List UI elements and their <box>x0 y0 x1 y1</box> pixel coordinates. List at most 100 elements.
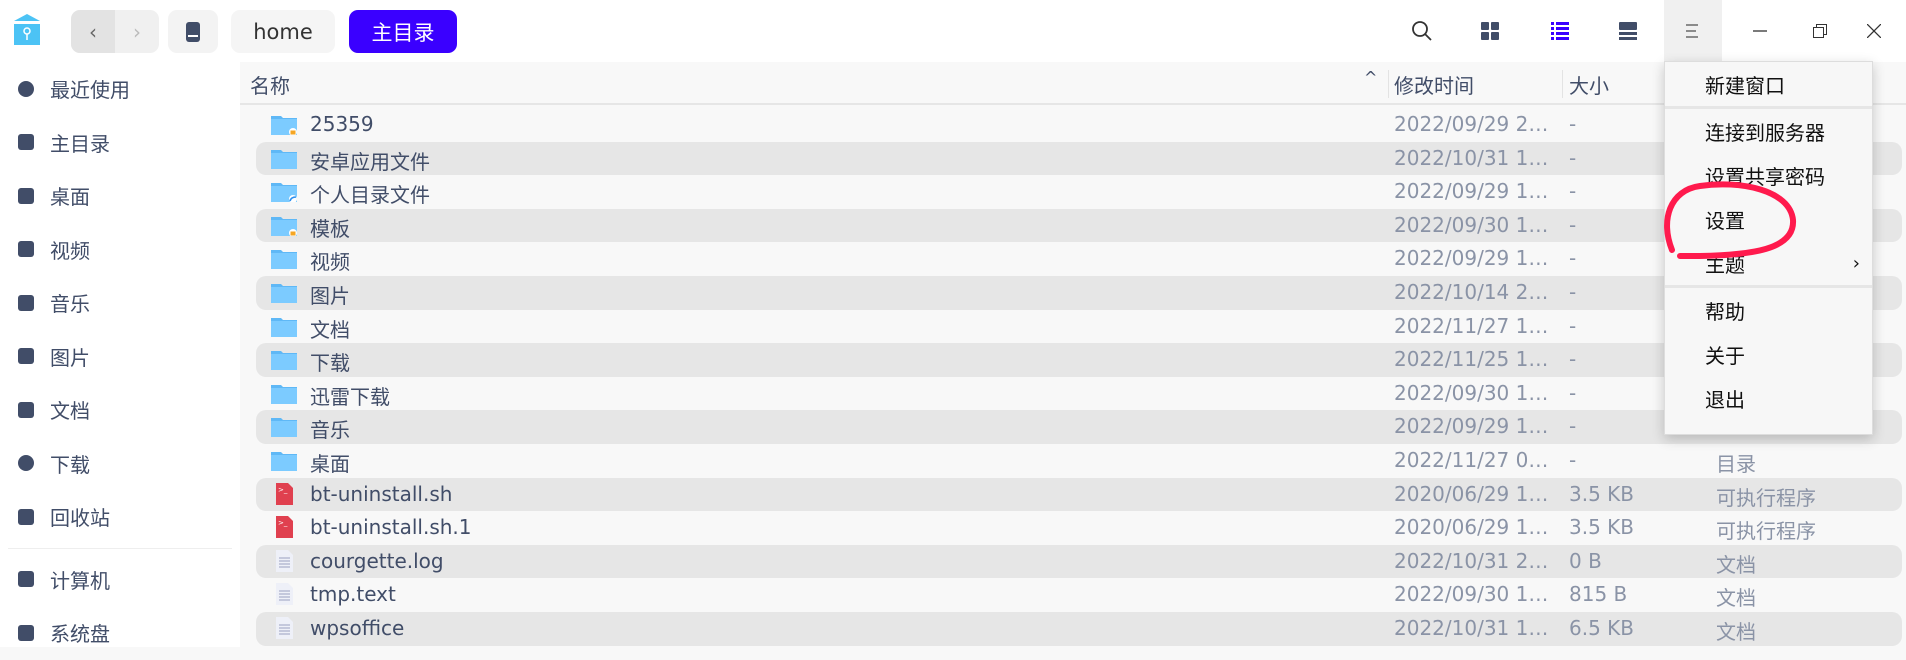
column-modified[interactable]: 修改时间 <box>1394 74 1474 98</box>
sidebar-item-label: 回收站 <box>50 506 110 531</box>
file-name: 下载 <box>310 351 350 376</box>
menu-item-settings[interactable]: 设置 <box>1665 197 1872 241</box>
file-row[interactable]: 25359 2022/09/29 2… - <box>256 108 1902 142</box>
menu-separator <box>1665 106 1872 109</box>
menu-separator <box>1665 285 1872 288</box>
file-row[interactable]: courgette.log 2022/10/31 2… 0 B 文档 <box>256 544 1902 579</box>
search-button[interactable] <box>1393 0 1451 62</box>
column-divider[interactable] <box>1562 70 1563 98</box>
sidebar-item[interactable]: 文档 <box>0 383 240 437</box>
sidebar-item[interactable]: 视频 <box>0 223 240 277</box>
clock-icon <box>18 80 34 97</box>
folder-icon <box>271 451 297 471</box>
list-view-button[interactable] <box>1531 0 1589 62</box>
close-button[interactable] <box>1845 0 1903 62</box>
file-row[interactable]: 视频 2022/09/29 1… - <box>256 242 1902 276</box>
text-file-icon <box>276 549 293 572</box>
file-size: - <box>1569 414 1577 439</box>
sidebar-item[interactable]: 主目录 <box>0 116 240 170</box>
grid-view-icon <box>1481 22 1499 40</box>
sidebar-item[interactable]: 音乐 <box>0 276 240 330</box>
home-icon <box>18 134 34 151</box>
document-icon <box>18 401 34 418</box>
menu-label: 连接到服务器 <box>1705 120 1825 145</box>
folder-icon <box>271 384 297 404</box>
music-icon <box>18 294 34 311</box>
file-row[interactable]: wpsoffice 2022/10/31 1… 6.5 KB 文档 <box>256 611 1902 646</box>
file-size: 3.5 KB <box>1569 481 1634 506</box>
file-name: bt-uninstall.sh <box>310 481 453 506</box>
sidebar-item[interactable]: 桌面 <box>0 169 240 223</box>
search-icon <box>1412 21 1432 41</box>
back-button[interactable]: ‹ <box>71 10 115 53</box>
detail-view-button[interactable] <box>1599 0 1657 62</box>
file-modified: 2022/09/30 1… <box>1394 380 1549 405</box>
menu-item-share-password[interactable]: 设置共享密码 <box>1665 153 1872 197</box>
sidebar-divider <box>8 547 232 549</box>
file-row[interactable]: 模板 2022/09/30 1… - <box>256 208 1902 243</box>
file-row[interactable]: 安卓应用文件 2022/10/31 1… - <box>256 141 1902 176</box>
menu-item-new-window[interactable]: 新建窗口 <box>1665 62 1872 106</box>
maximize-button[interactable] <box>1791 0 1849 62</box>
file-row[interactable]: 文档 2022/11/27 1… - <box>256 310 1902 344</box>
file-row[interactable]: >_ bt-uninstall.sh.1 2020/06/29 1… 3.5 KB 可执… <box>256 511 1902 545</box>
sidebar-item[interactable]: 下载 <box>0 437 240 491</box>
file-size: - <box>1569 212 1577 237</box>
file-size: - <box>1569 447 1577 472</box>
menu-item-exit[interactable]: 退出 <box>1665 376 1872 420</box>
sidebar-item-label: 最近使用 <box>50 78 130 103</box>
minimize-button[interactable] <box>1731 0 1789 62</box>
file-modified: 2022/10/31 1… <box>1394 615 1549 640</box>
file-type: 文档 <box>1716 619 1756 644</box>
file-row[interactable]: 个人目录文件 2022/09/29 1… - <box>256 175 1902 209</box>
menu-item-connect-server[interactable]: 连接到服务器 <box>1665 109 1872 153</box>
file-size: - <box>1569 112 1577 136</box>
file-name: 音乐 <box>310 418 350 443</box>
drive-icon <box>186 21 200 42</box>
sidebar-item[interactable]: 最近使用 <box>0 62 240 116</box>
file-row[interactable]: >_ bt-uninstall.sh 2020/06/29 1… 3.5 KB 可执行程… <box>256 477 1902 512</box>
column-size[interactable]: 大小 <box>1569 74 1609 98</box>
title-bar: ‹ › home 主目录 <box>0 0 1906 62</box>
file-size: - <box>1569 347 1577 372</box>
breadcrumb-home[interactable]: home <box>231 10 335 53</box>
list-view-icon <box>1551 22 1569 40</box>
sidebar-item[interactable]: 回收站 <box>0 490 240 544</box>
file-row[interactable]: tmp.text 2022/09/30 1… 815 B 文档 <box>256 578 1902 612</box>
folder-icon <box>271 183 297 203</box>
column-header: 名称 ^ 修改时间 大小 <box>240 62 1906 105</box>
sidebar-item[interactable]: 系统盘 <box>0 606 240 660</box>
forward-button[interactable]: › <box>115 10 159 53</box>
file-size: - <box>1569 380 1577 405</box>
file-manager-logo-icon <box>14 14 40 45</box>
text-file-icon <box>276 583 293 606</box>
column-name[interactable]: 名称 <box>250 74 290 98</box>
file-modified: 2022/09/29 1… <box>1394 414 1549 439</box>
menu-item-theme[interactable]: 主题 › <box>1665 241 1872 285</box>
file-row[interactable]: 下载 2022/11/25 1… - <box>256 343 1902 377</box>
file-row[interactable]: 图片 2022/10/14 2… - <box>256 275 1902 310</box>
file-size: 815 B <box>1569 582 1628 607</box>
file-row[interactable]: 音乐 2022/09/29 1… - <box>256 410 1902 444</box>
file-row[interactable]: 桌面 2022/11/27 0… - 目录 <box>256 444 1902 478</box>
menu-label: 设置共享密码 <box>1705 164 1825 189</box>
sidebar-item[interactable]: 图片 <box>0 330 240 384</box>
file-name: 个人目录文件 <box>310 183 430 208</box>
file-size: - <box>1569 313 1577 338</box>
sort-ascending-icon[interactable]: ^ <box>1364 68 1378 87</box>
script-file-icon: >_ <box>276 482 293 505</box>
file-modified: 2020/06/29 1… <box>1394 481 1549 506</box>
grid-view-button[interactable] <box>1461 0 1519 62</box>
menu-item-help[interactable]: 帮助 <box>1665 288 1872 332</box>
file-modified: 2022/09/29 1… <box>1394 179 1549 204</box>
breadcrumb-current[interactable]: 主目录 <box>349 10 457 53</box>
column-divider[interactable] <box>1388 70 1389 98</box>
file-row[interactable]: 迅雷下载 2022/09/30 1… - <box>256 377 1902 411</box>
main-menu-button[interactable] <box>1664 0 1722 62</box>
menu-item-about[interactable]: 关于 <box>1665 332 1872 376</box>
folder-icon <box>271 317 297 337</box>
sidebar-item[interactable]: 计算机 <box>0 553 240 607</box>
device-button[interactable] <box>168 10 218 53</box>
file-name: 迅雷下载 <box>310 384 390 409</box>
file-size: - <box>1569 145 1577 170</box>
